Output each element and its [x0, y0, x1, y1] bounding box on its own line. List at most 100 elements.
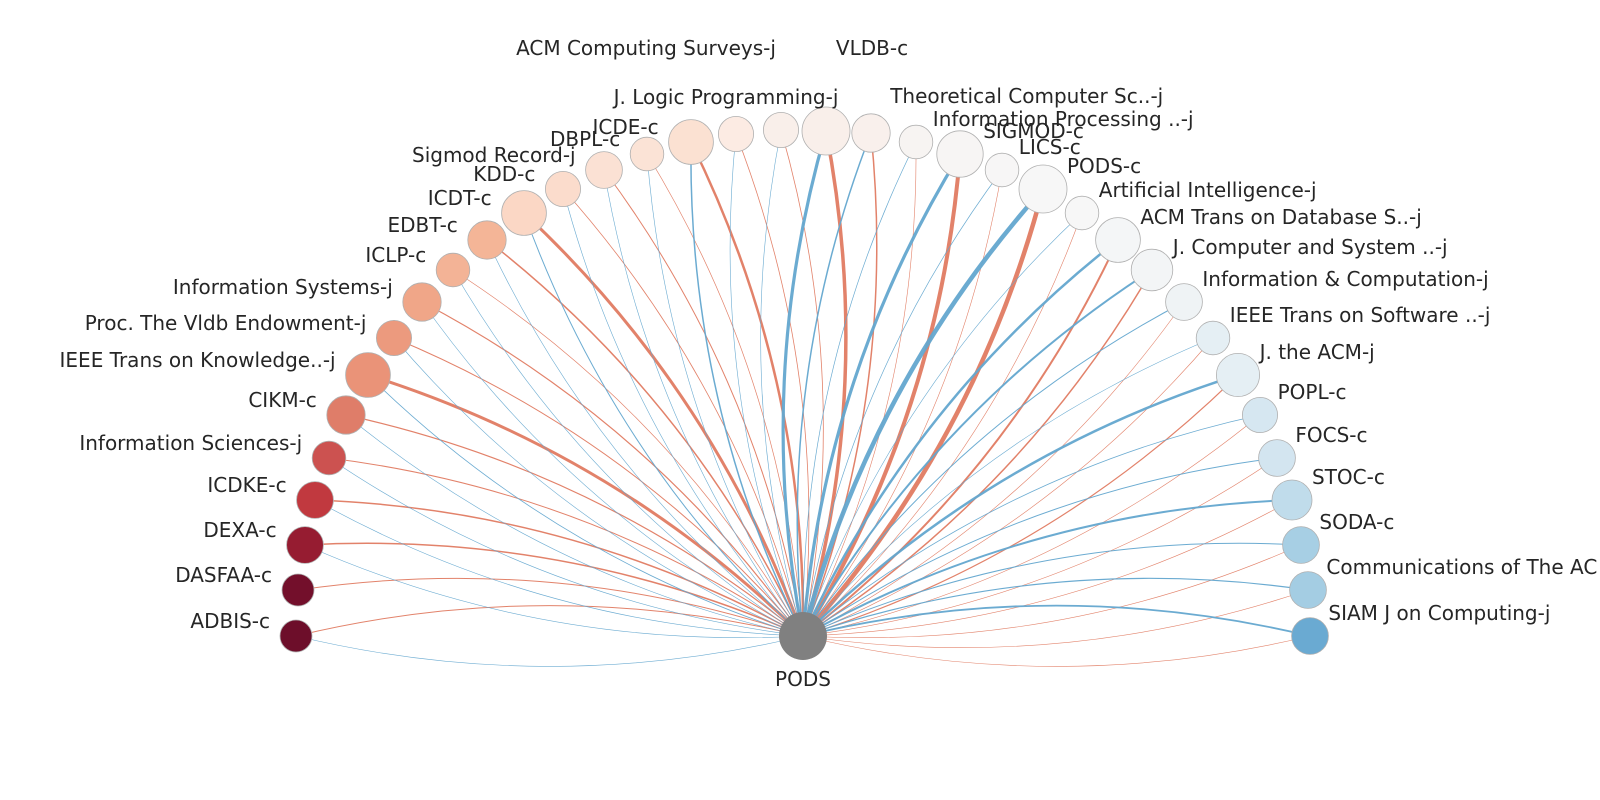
edge-outgoing-27 — [802, 301, 1185, 637]
venue-label-16: J. Logic Programming-j — [612, 85, 839, 109]
edge-outgoing-34 — [802, 589, 1309, 648]
edge-incoming-6 — [367, 374, 804, 637]
edge-incoming-21 — [801, 152, 962, 638]
edge-incoming-16 — [729, 133, 804, 637]
edge-outgoing-13 — [603, 169, 804, 637]
edge-incoming-28 — [802, 337, 1214, 637]
edge-outgoing-11 — [522, 211, 805, 638]
edge-outgoing-4 — [328, 457, 804, 637]
edge-incoming-23 — [800, 186, 1046, 639]
venue-label-25: ACM Trans on Database S..-j — [1140, 205, 1421, 229]
venue-node-18 — [801, 106, 851, 156]
edge-outgoing-8 — [421, 301, 804, 637]
edge-outgoing-5 — [345, 414, 804, 637]
venue-label-17: ACM Computing Surveys-j — [516, 36, 776, 60]
edge-outgoing-26 — [802, 269, 1153, 637]
venue-label-7: Proc. The Vldb Endowment-j — [85, 311, 367, 335]
nodes-layer — [279, 106, 1329, 660]
venue-label-1: DASFAA-c — [175, 563, 272, 587]
edge-outgoing-2 — [304, 542, 804, 637]
venue-node-26 — [1130, 248, 1174, 292]
edge-outgoing-14 — [646, 153, 804, 637]
edge-outgoing-9 — [452, 269, 804, 637]
venue-label-28: IEEE Trans on Software ..-j — [1230, 303, 1491, 327]
edge-outgoing-29 — [802, 374, 1239, 637]
venue-node-8 — [402, 282, 442, 322]
venue-label-2: DEXA-c — [203, 518, 276, 542]
edge-incoming-33 — [802, 542, 1302, 637]
venue-node-3 — [296, 481, 334, 519]
venue-node-21 — [936, 130, 984, 178]
venue-node-32 — [1271, 479, 1313, 521]
venue-label-22: LICS-c — [1019, 135, 1081, 159]
venue-label-10: EDBT-c — [387, 213, 457, 237]
center-label: PODS — [775, 667, 831, 691]
venue-node-10 — [467, 220, 507, 260]
venue-node-5 — [326, 395, 366, 435]
venue-node-0 — [279, 619, 313, 653]
venue-label-14: DBPL-c — [550, 127, 620, 151]
edge-incoming-29 — [801, 373, 1240, 638]
edge-outgoing-30 — [802, 414, 1261, 637]
venue-node-4 — [311, 440, 347, 476]
venue-label-6: IEEE Trans on Knowledge..-j — [60, 348, 336, 372]
edge-outgoing-16 — [735, 133, 810, 637]
edge-outgoing-24 — [802, 212, 1083, 637]
edge-outgoing-3 — [314, 499, 804, 637]
edge-incoming-31 — [802, 457, 1278, 637]
edge-outgoing-0 — [295, 605, 804, 637]
edge-incoming-0 — [295, 635, 804, 667]
edge-incoming-14 — [646, 153, 804, 637]
edge-incoming-15 — [690, 141, 804, 637]
venue-node-23 — [1018, 164, 1068, 214]
venue-node-11 — [501, 190, 547, 236]
edge-outgoing-28 — [802, 337, 1214, 637]
venue-label-0: ADBIS-c — [190, 609, 270, 633]
edge-incoming-25 — [801, 238, 1120, 638]
venue-label-12: KDD-c — [473, 162, 535, 186]
venue-node-34 — [1289, 571, 1327, 609]
edge-incoming-13 — [603, 169, 804, 637]
edge-outgoing-7 — [393, 337, 804, 637]
venue-node-7 — [375, 319, 412, 356]
venue-node-35 — [1291, 617, 1329, 655]
venue-node-19 — [851, 113, 891, 153]
edge-incoming-30 — [802, 414, 1261, 637]
edge-outgoing-12 — [562, 188, 804, 637]
edge-outgoing-33 — [802, 544, 1302, 638]
venue-node-14 — [629, 136, 665, 172]
venue-label-13: Sigmod Record-j — [412, 143, 576, 167]
venue-node-16 — [718, 116, 755, 153]
venue-node-9 — [435, 252, 471, 288]
edge-incoming-17 — [760, 129, 804, 637]
edge-incoming-7 — [393, 337, 804, 637]
venue-label-5: CIKM-c — [248, 388, 316, 412]
venue-node-1 — [281, 573, 315, 607]
edge-outgoing-19 — [802, 132, 878, 637]
venue-node-20 — [898, 124, 934, 160]
labels-layer: ADBIS-c DASFAA-c DEXA-c ICDKE-c Information … — [60, 36, 1598, 691]
edge-outgoing-6 — [366, 373, 805, 638]
center-node — [779, 612, 827, 660]
edge-outgoing-18 — [801, 129, 848, 638]
venue-label-15: ICDE-c — [592, 115, 658, 139]
venue-label-20: Information Processing ..-j — [933, 107, 1194, 131]
edge-incoming-9 — [452, 269, 804, 637]
edge-outgoing-35 — [802, 635, 1311, 667]
edge-incoming-18 — [781, 129, 828, 638]
edge-outgoing-32 — [802, 499, 1293, 637]
venue-label-8: Information Systems-j — [173, 275, 393, 299]
edge-incoming-8 — [421, 301, 804, 637]
venue-label-33: SODA-c — [1319, 510, 1394, 534]
venue-label-29: J. the ACM-j — [1258, 340, 1375, 364]
edge-outgoing-31 — [802, 457, 1278, 637]
venue-node-33 — [1282, 526, 1320, 564]
edge-outgoing-1 — [297, 577, 804, 637]
edge-incoming-3 — [314, 499, 804, 637]
venue-node-30 — [1242, 396, 1279, 433]
venue-node-15 — [668, 119, 714, 165]
edge-outgoing-22 — [802, 169, 1003, 637]
venue-node-12 — [545, 170, 582, 207]
edge-outgoing-15 — [689, 140, 805, 638]
